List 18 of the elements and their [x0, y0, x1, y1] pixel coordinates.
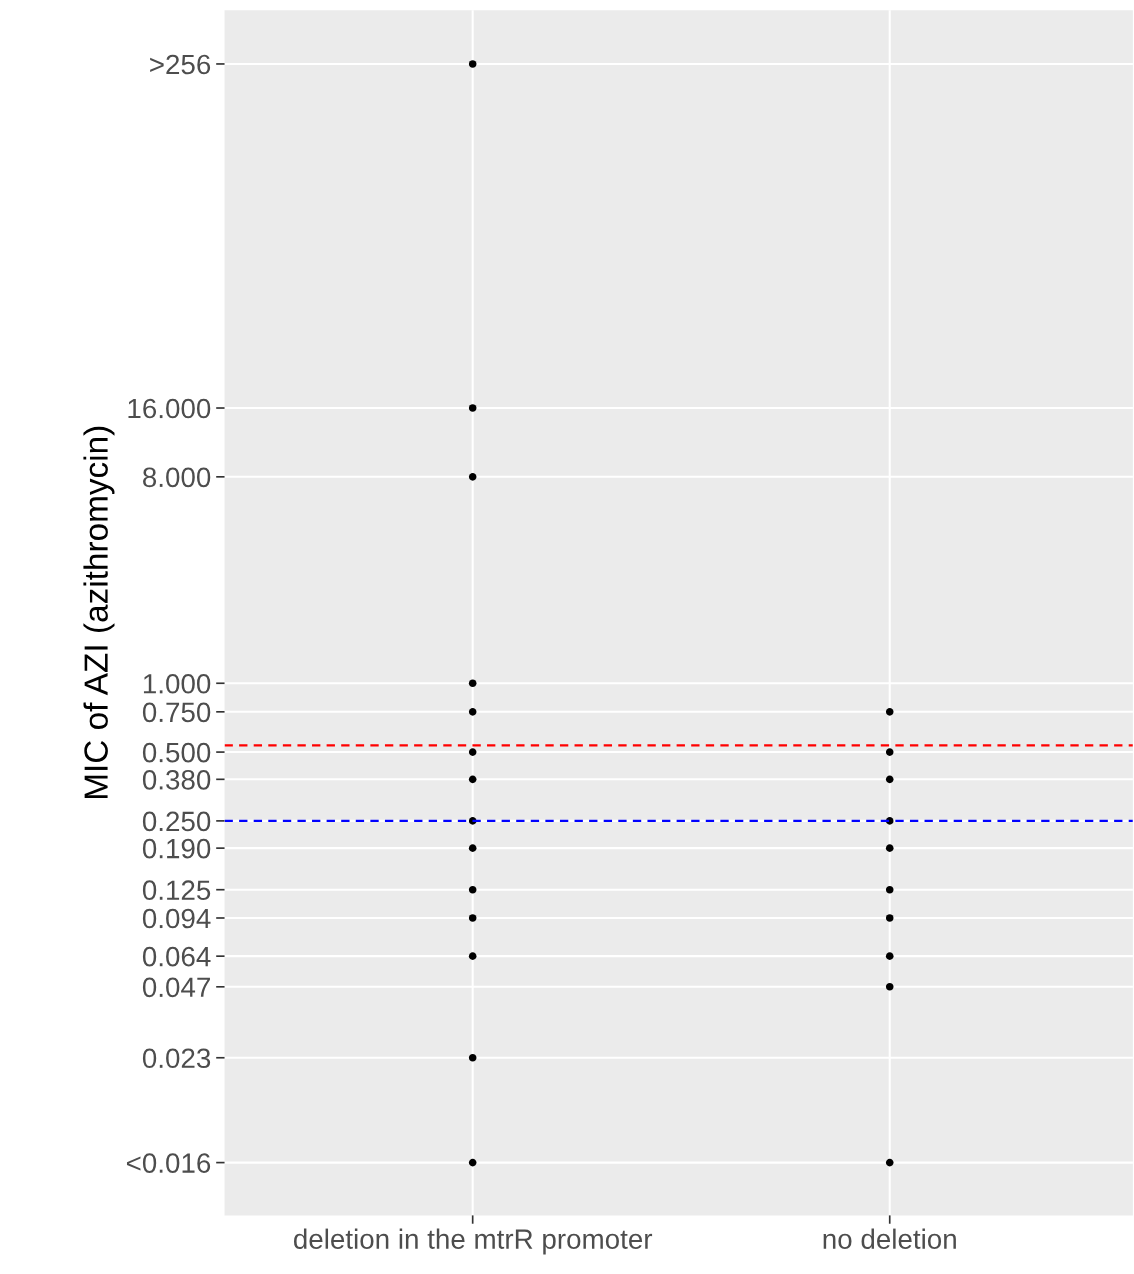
x-tick-label: no deletion	[823, 1228, 956, 1249]
y-tick-label: 0.047	[142, 977, 210, 998]
y-tick-label: 0.023	[142, 1048, 211, 1069]
y-tick-label: 0.190	[142, 838, 211, 859]
y-tick-label: <0.016	[126, 1153, 211, 1173]
y-tick-label: 0.250	[142, 811, 211, 832]
y-tick-label: 0.125	[142, 880, 211, 901]
x-tick-label: deletion in the mtrR promoter	[293, 1228, 653, 1255]
y-tick-label: 16.000	[128, 398, 211, 419]
y-tick-label: 1.000	[143, 673, 211, 694]
y-tick-label: 0.064	[142, 946, 211, 967]
y-tick-label: 0.094	[142, 908, 211, 929]
y-tick-label: >256	[150, 54, 211, 75]
y-tick-label: 0.750	[142, 702, 211, 723]
y-axis-title: MIC of AZI (azithromycin)	[83, 426, 115, 799]
y-tick-label: 8.000	[143, 467, 211, 488]
y-tick-label: 0.380	[142, 769, 211, 790]
y-tick-label: 0.500	[142, 742, 211, 763]
